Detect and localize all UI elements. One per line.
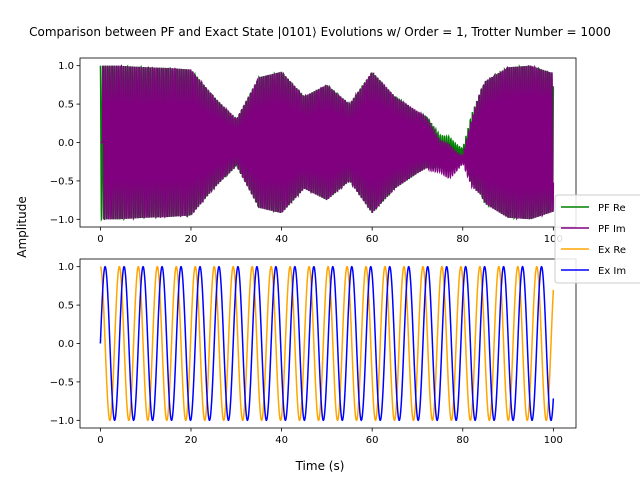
top-xtick-label: 40 [275, 234, 288, 245]
bottom-xtick-label: 0 [97, 435, 103, 446]
bottom-ytick-label: 0.5 [58, 301, 74, 312]
top-xtick-label: 20 [185, 234, 198, 245]
legend-label-ex-re: Ex Re [598, 245, 626, 256]
legend-label-pf-im: PF Im [598, 224, 626, 235]
top-ytick-label: 0.5 [58, 100, 74, 111]
bottom-xtick-label: 60 [366, 435, 379, 446]
top-xtick-label: 80 [456, 234, 469, 245]
legend-label-ex-im: Ex Im [598, 266, 626, 277]
bottom-panel: 0 20 40 60 80 100 −1.0 −0.5 0.0 0.5 1.0 [50, 258, 577, 446]
bottom-xtick-label: 80 [456, 435, 469, 446]
bottom-ytick-label: −0.5 [50, 377, 74, 388]
top-ytick-label: 0.0 [58, 138, 74, 149]
top-series-group [99, 64, 555, 222]
bottom-series-group [99, 265, 555, 422]
bottom-xtick-label: 100 [544, 435, 563, 446]
figure-title: Comparison between PF and Exact State |0… [29, 25, 611, 39]
top-ytick-label: 1.0 [58, 61, 74, 72]
bottom-frame [79, 258, 577, 429]
bottom-xtick-label: 40 [275, 435, 288, 446]
top-xtick-label: 0 [97, 234, 103, 245]
series-ex-im [99, 265, 555, 422]
x-axis-label: Time (s) [295, 459, 345, 473]
y-axis-label: Amplitude [15, 196, 29, 258]
bottom-axes: 0 20 40 60 80 100 −1.0 −0.5 0.0 0.5 1.0 [50, 262, 563, 446]
bottom-ytick-label: 1.0 [58, 262, 74, 273]
top-xtick-label: 100 [544, 234, 563, 245]
bottom-xtick-label: 20 [185, 435, 198, 446]
series-pf-im [100, 64, 555, 222]
legend: PF Re PF Im Ex Re Ex Im [554, 194, 640, 284]
bottom-ytick-label: 0.0 [58, 339, 74, 350]
series-ex-re [99, 265, 555, 422]
top-ytick-label: −1.0 [50, 215, 74, 226]
top-frame [79, 57, 577, 228]
legend-box [554, 194, 640, 284]
top-axes: 0 20 40 60 80 100 −1.0 −0.5 0.0 0.5 1.0 [50, 61, 563, 245]
top-ytick-label: −0.5 [50, 176, 74, 187]
bottom-ytick-label: −1.0 [50, 416, 74, 427]
top-xtick-label: 60 [366, 234, 379, 245]
top-panel: 0 20 40 60 80 100 −1.0 −0.5 0.0 0.5 1.0 [50, 57, 577, 245]
legend-label-pf-re: PF Re [598, 203, 626, 214]
